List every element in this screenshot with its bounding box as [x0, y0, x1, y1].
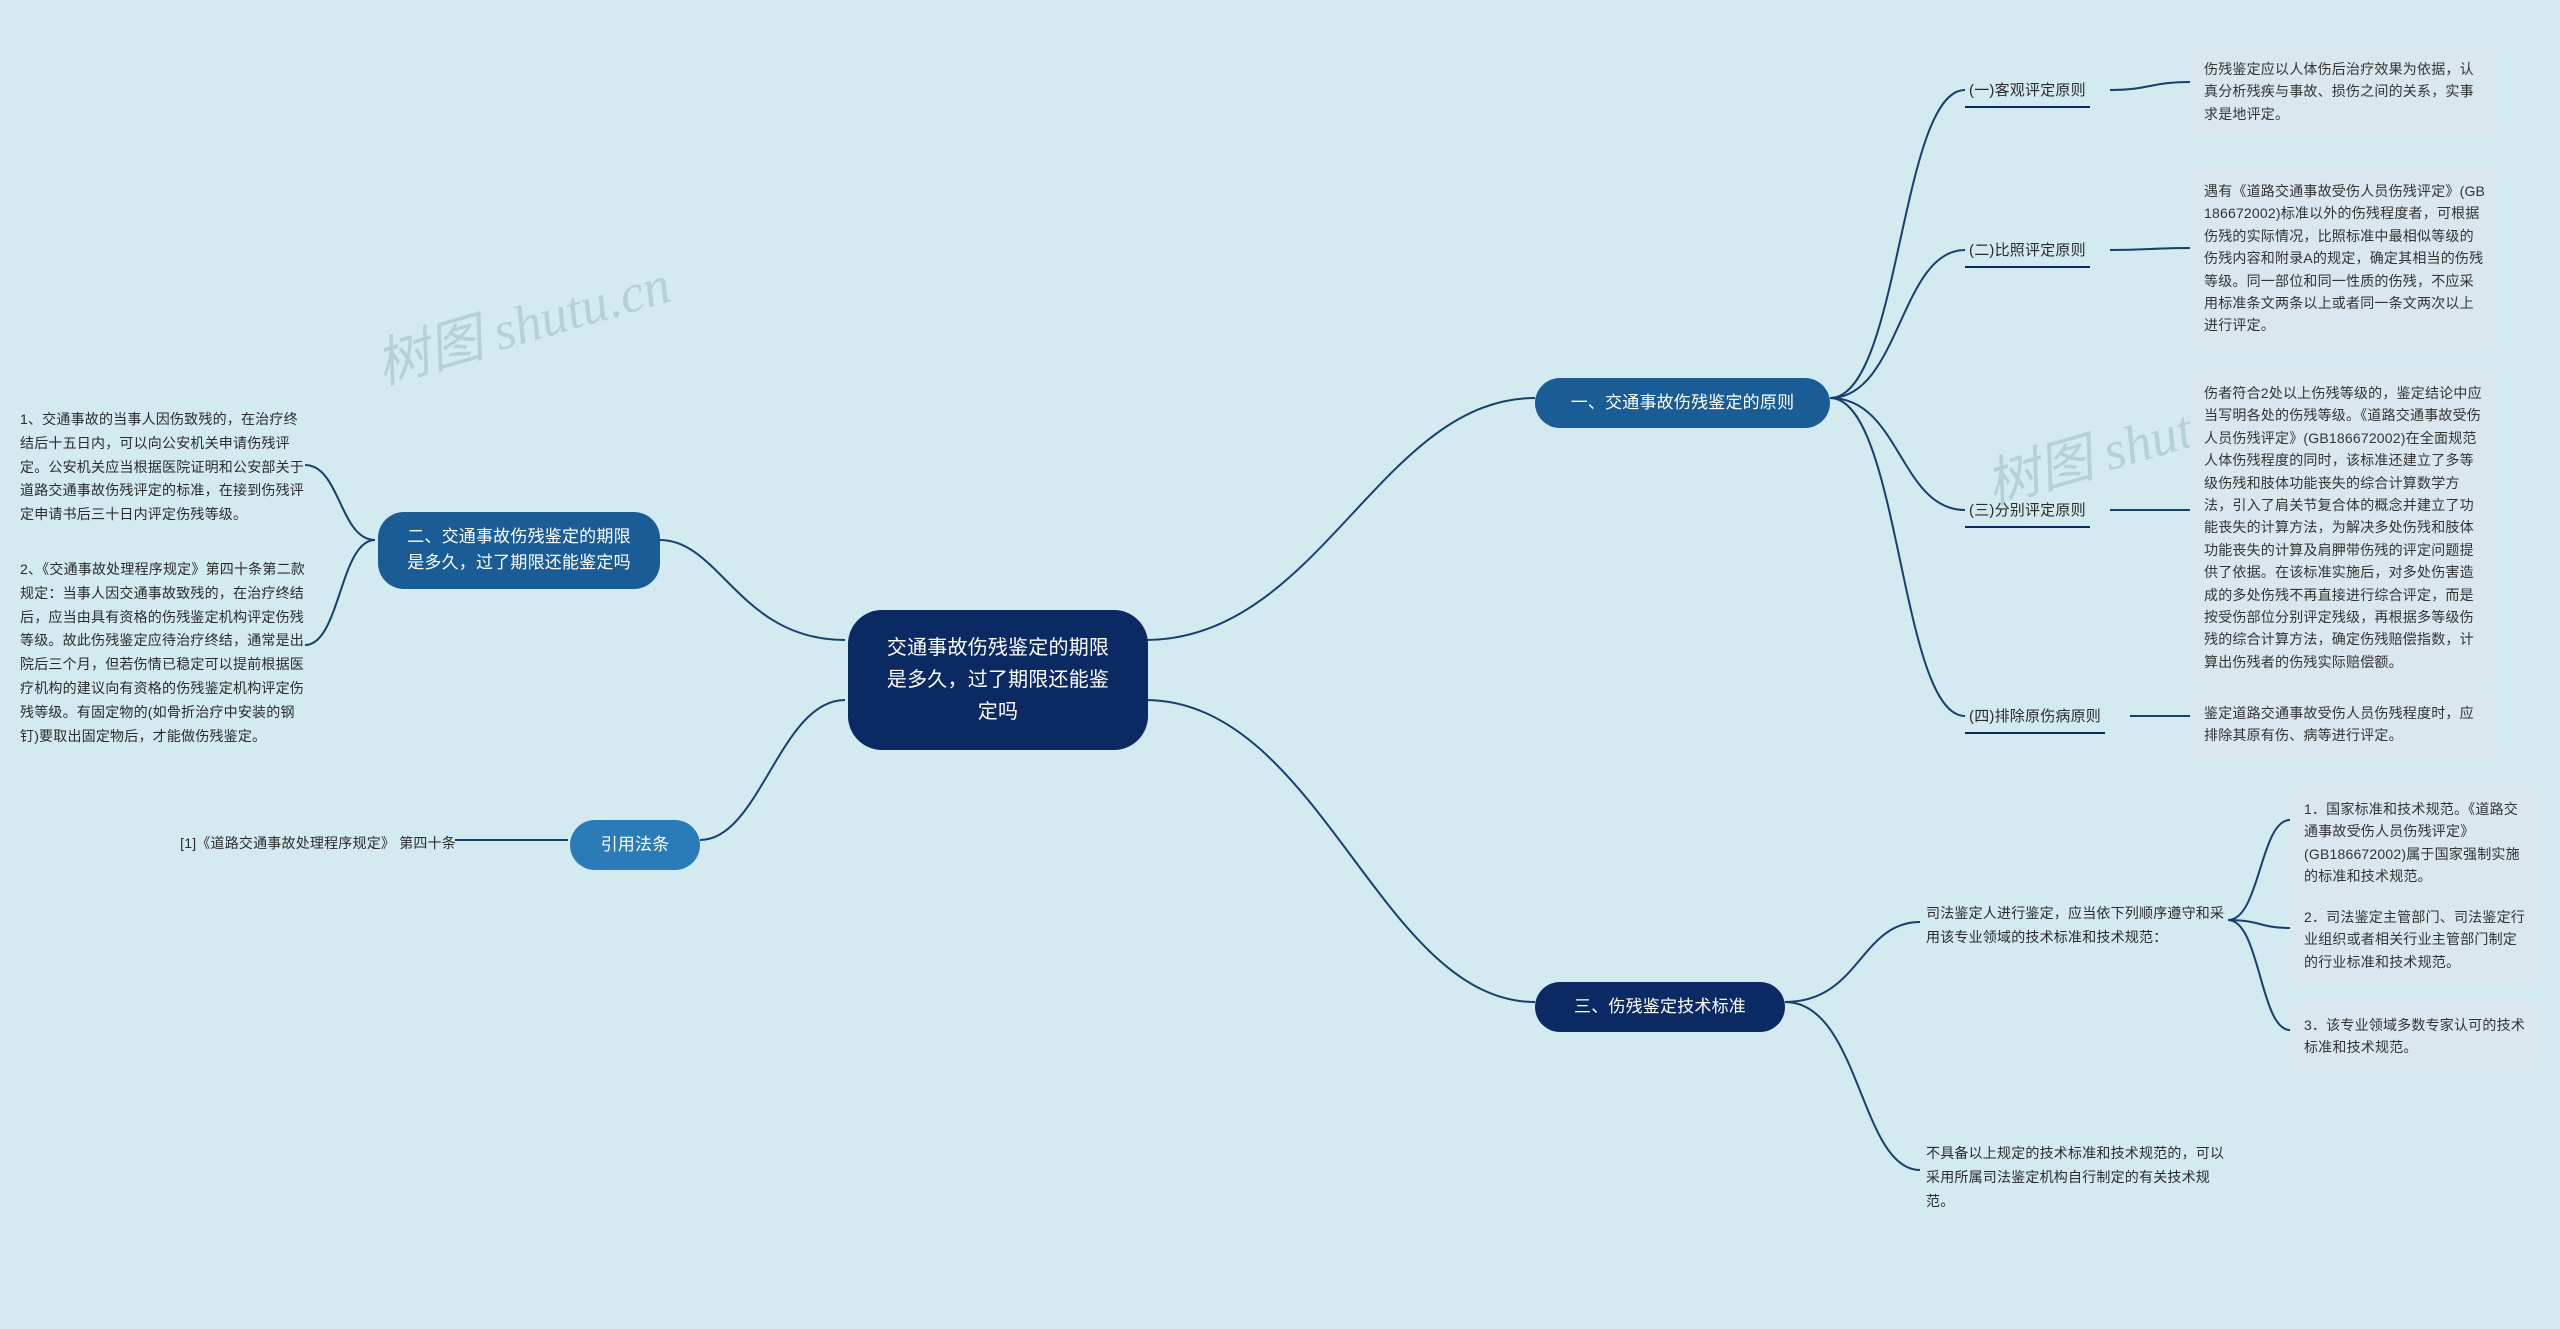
branch3-intro: 司法鉴定人进行鉴定，应当依下列顺序遵守和采用该专业领域的技术标准和技术规范： [1922, 898, 2232, 954]
branch-cite: 引用法条 [570, 820, 700, 870]
branch-1: 一、交通事故伤残鉴定的原则 [1535, 378, 1830, 428]
branch3-note: 不具备以上规定的技术标准和技术规范的，可以采用所属司法鉴定机构自行制定的有关技术… [1922, 1138, 2232, 1217]
branch2-para1: 1、交通事故的当事人因伤致残的，在治疗终结后十五日内，可以向公安机关申请伤残评定… [20, 408, 310, 527]
mindmap-edges [0, 0, 2560, 1329]
branch1-item3-title: (三)分别评定原则 [1965, 493, 2090, 528]
branch1-item4-title: (四)排除原伤病原则 [1965, 699, 2105, 734]
branch2-para2: 2、《交通事故处理程序规定》第四十条第二款规定：当事人因交通事故致残的，在治疗终… [20, 558, 310, 748]
branch-2: 二、交通事故伤残鉴定的期限是多久，过了期限还能鉴定吗 [378, 512, 660, 589]
cite-item: [1]《道路交通事故处理程序规定》 第四十条 [168, 828, 460, 860]
branch1-item4-desc: 鉴定道路交通事故受伤人员伤残程度时，应排除其原有伤、病等进行评定。 [2190, 690, 2500, 759]
branch3-item2: 2．司法鉴定主管部门、司法鉴定行业组织或者相关行业主管部门制定的行业标准和技术规… [2290, 894, 2540, 985]
branch3-item3: 3．该专业领域多数专家认可的技术标准和技术规范。 [2290, 1002, 2540, 1071]
branch3-item1: 1．国家标准和技术规范。《道路交通事故受伤人员伤残评定》(GB186672002… [2290, 786, 2540, 900]
branch1-item1-desc: 伤残鉴定应以人体伤后治疗效果为依据，认真分析残疾与事故、损伤之间的关系，实事求是… [2190, 46, 2500, 137]
branch-3: 三、伤残鉴定技术标准 [1535, 982, 1785, 1032]
mindmap-root: 交通事故伤残鉴定的期限是多久，过了期限还能鉴定吗 [848, 610, 1148, 750]
branch1-item3-desc: 伤者符合2处以上伤残等级的，鉴定结论中应当写明各处的伤残等级。《道路交通事故受伤… [2190, 370, 2500, 685]
branch1-item2-desc: 遇有《道路交通事故受伤人员伤残评定》(GB 186672002)标准以外的伤残程… [2190, 168, 2500, 349]
branch1-item1-title: (一)客观评定原则 [1965, 73, 2090, 108]
branch1-item2-title: (二)比照评定原则 [1965, 233, 2090, 268]
watermark: 树图 shutu.cn [365, 240, 678, 399]
